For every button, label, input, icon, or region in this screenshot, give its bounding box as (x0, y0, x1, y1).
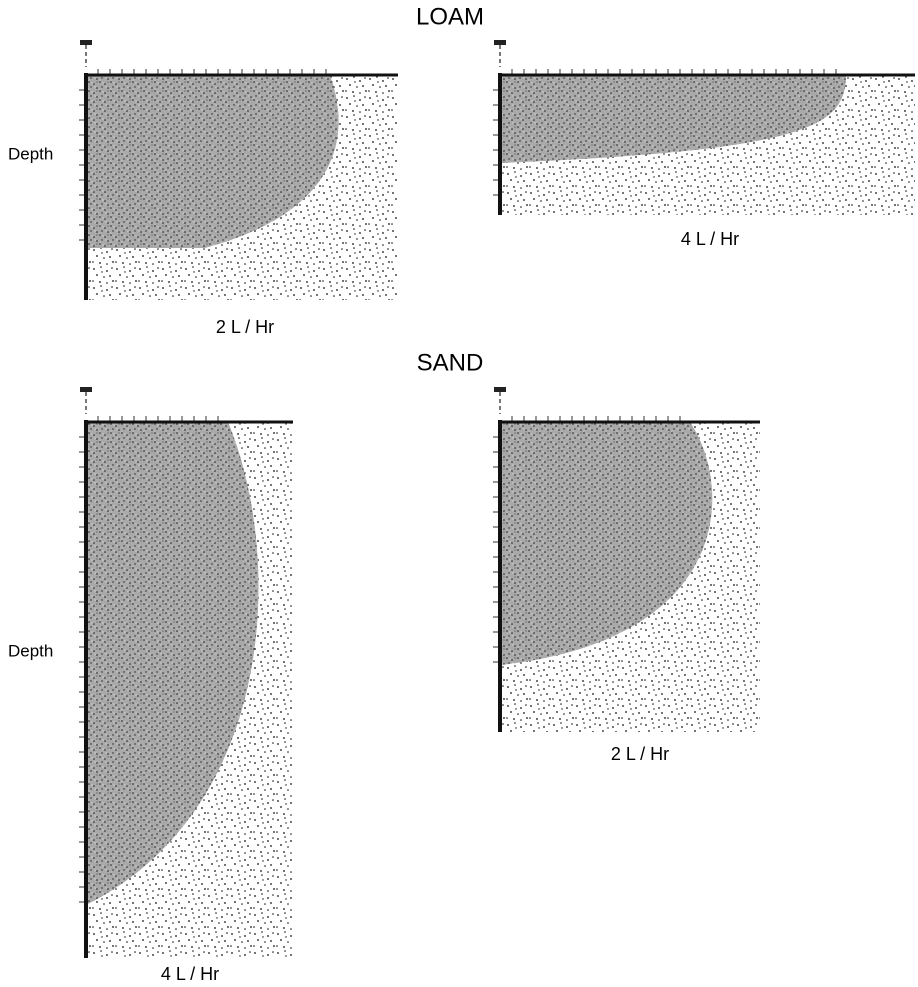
axis-label: Depth (8, 144, 53, 163)
panel-label: 4 L / Hr (681, 229, 739, 249)
dripper (494, 40, 506, 45)
wetted-zone (86, 75, 339, 248)
dripper (494, 387, 506, 392)
wetted-zone (86, 422, 259, 905)
section-title: SAND (417, 349, 484, 376)
panel-label: 2 L / Hr (611, 744, 669, 764)
panel-label: 2 L / Hr (216, 317, 274, 337)
section-title: LOAM (416, 3, 484, 30)
dripper (80, 40, 92, 45)
wetted-zone (500, 75, 846, 163)
dripper (80, 387, 92, 392)
wetted-zone (500, 422, 713, 665)
axis-label: Depth (8, 641, 53, 660)
panel-label: 4 L / Hr (161, 964, 219, 984)
